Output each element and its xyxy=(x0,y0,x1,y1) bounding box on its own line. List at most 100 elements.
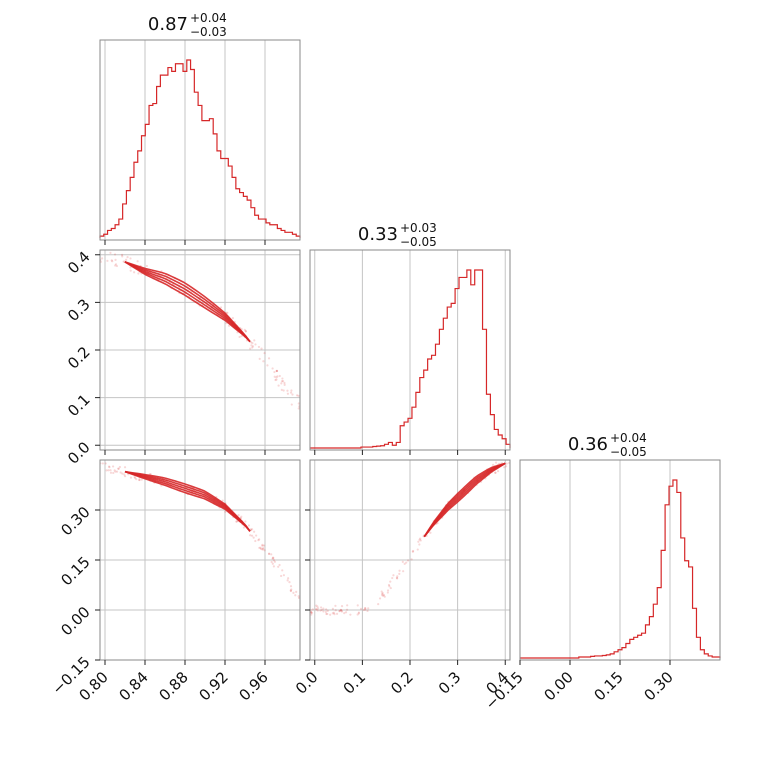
sample-point xyxy=(261,544,264,547)
sample-point xyxy=(280,388,283,391)
sample-point xyxy=(276,375,279,378)
sample-point xyxy=(282,389,285,392)
scatter-content xyxy=(100,250,300,410)
sample-point xyxy=(364,607,367,610)
sample-point xyxy=(356,613,359,616)
y-tick-label: 0.3 xyxy=(64,295,94,325)
sample-point xyxy=(113,469,116,472)
y-tick-label: 0.30 xyxy=(57,503,93,539)
sample-point xyxy=(113,253,117,256)
sample-point xyxy=(133,271,136,274)
sample-point xyxy=(334,609,337,612)
sample-point xyxy=(418,543,421,546)
sample-point xyxy=(315,604,318,607)
sample-point xyxy=(282,574,285,577)
x-tick-label: 0.3 xyxy=(435,668,465,698)
sample-point xyxy=(114,264,117,267)
title-upper-error: +0.04 xyxy=(610,431,647,445)
sample-point xyxy=(109,469,112,472)
sample-point xyxy=(263,351,266,355)
sample-point xyxy=(133,476,137,480)
sample-point xyxy=(261,548,264,551)
x-tick-label: 0.96 xyxy=(235,668,271,704)
sample-point xyxy=(259,546,262,549)
sample-point xyxy=(100,257,104,260)
sample-point xyxy=(319,606,323,609)
sample-point xyxy=(262,546,265,550)
sample-point xyxy=(366,609,369,613)
sample-point xyxy=(270,560,273,564)
sample-point xyxy=(109,471,113,474)
sample-point xyxy=(281,377,284,380)
sample-point xyxy=(340,605,344,608)
sample-point xyxy=(272,565,275,568)
sample-point xyxy=(494,471,497,474)
sample-point xyxy=(503,466,506,469)
sample-point xyxy=(282,380,285,383)
sample-point xyxy=(259,547,263,550)
hist-panel-1: 0.87 +0.04−0.03 xyxy=(99,11,301,245)
hist-panel-2: 0.33 +0.03−0.05 xyxy=(309,221,511,455)
sample-point xyxy=(339,608,342,611)
sample-point xyxy=(251,346,254,349)
sample-point xyxy=(107,465,111,468)
sample-point xyxy=(491,463,495,466)
sample-point xyxy=(114,470,117,473)
sample-point xyxy=(258,538,261,541)
sample-point xyxy=(403,562,406,565)
sample-point xyxy=(401,560,404,563)
sample-point xyxy=(359,607,363,610)
sample-point xyxy=(249,534,252,537)
sample-point xyxy=(243,328,246,331)
sample-point xyxy=(108,466,111,469)
sample-point xyxy=(398,569,401,572)
sample-point xyxy=(221,499,224,502)
sample-point xyxy=(297,402,300,405)
sample-point xyxy=(418,538,421,541)
sample-point xyxy=(257,539,260,542)
sample-point xyxy=(278,374,281,378)
contour-line xyxy=(423,462,506,538)
sample-point xyxy=(322,610,325,613)
sample-point xyxy=(289,589,293,593)
sample-point xyxy=(262,544,266,547)
sample-point xyxy=(238,335,241,339)
sample-point xyxy=(333,613,336,616)
sample-point xyxy=(263,549,266,552)
sample-point xyxy=(324,610,327,614)
y-tick-label: 0.4 xyxy=(64,248,94,278)
sample-point xyxy=(389,586,392,590)
sample-point xyxy=(271,557,274,560)
sample-point xyxy=(295,394,299,397)
sample-point xyxy=(250,534,254,537)
x-tick-label: 0.88 xyxy=(155,668,191,704)
contour-line xyxy=(124,261,251,343)
contour-line xyxy=(124,470,251,532)
sample-point xyxy=(237,514,240,517)
title-lower-error: −0.05 xyxy=(400,235,437,249)
sample-point xyxy=(363,607,367,610)
sample-point xyxy=(338,609,341,613)
sample-point xyxy=(254,539,257,543)
x-tick-label: 0.2 xyxy=(387,668,417,698)
sample-point xyxy=(249,347,252,350)
sample-point xyxy=(357,612,360,615)
sample-point xyxy=(258,546,261,549)
sample-point xyxy=(273,370,276,374)
sample-point xyxy=(389,580,392,583)
sample-point xyxy=(227,324,231,327)
x-tick-label: 0.84 xyxy=(115,668,151,704)
sample-point xyxy=(123,475,127,478)
sample-point xyxy=(281,569,284,572)
x-tick-label: 0.30 xyxy=(640,668,676,704)
sample-point xyxy=(251,341,254,345)
title-upper-error: +0.03 xyxy=(400,221,437,235)
title-upper-error: +0.04 xyxy=(190,11,227,25)
sample-point xyxy=(320,608,323,611)
sample-point xyxy=(280,380,284,383)
sample-point xyxy=(123,466,127,469)
sample-point xyxy=(275,369,279,373)
sample-point xyxy=(112,471,115,475)
sample-point xyxy=(275,369,279,373)
